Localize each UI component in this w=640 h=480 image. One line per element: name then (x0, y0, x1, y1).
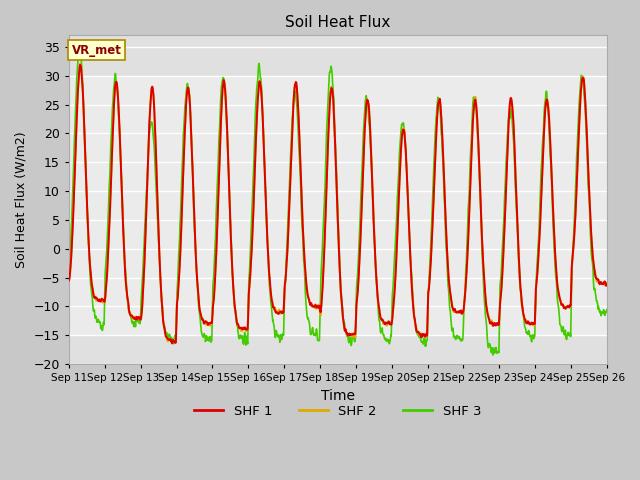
SHF 1 (168, 341, 176, 347)
SHF 2 (422, 333, 430, 338)
X-axis label: Time: Time (321, 389, 355, 403)
SHF 3 (492, 346, 500, 351)
Line: SHF 2: SHF 2 (69, 64, 607, 342)
SHF 1 (172, 327, 180, 333)
SHF 3 (172, 337, 180, 343)
SHF 1 (76, 62, 84, 68)
SHF 2 (167, 339, 175, 345)
SHF 1 (65, 277, 73, 283)
SHF 1 (540, 134, 548, 140)
SHF 3 (185, 87, 193, 93)
SHF 2 (65, 276, 73, 282)
SHF 2 (492, 322, 500, 327)
Line: SHF 3: SHF 3 (69, 44, 607, 355)
Title: Soil Heat Flux: Soil Heat Flux (285, 15, 390, 30)
SHF 2 (172, 325, 180, 331)
SHF 1 (186, 93, 193, 99)
SHF 2 (603, 280, 611, 286)
SHF 3 (245, 273, 253, 279)
SHF 1 (603, 282, 611, 288)
Bar (69, 76, 607, 335)
SHF 2 (76, 61, 84, 67)
SHF 3 (65, 269, 73, 275)
SHF 3 (76, 41, 83, 47)
SHF 3 (489, 352, 497, 358)
Line: SHF 1: SHF 1 (69, 65, 607, 344)
SHF 2 (246, 283, 253, 289)
Y-axis label: Soil Heat Flux (W/m2): Soil Heat Flux (W/m2) (15, 132, 28, 268)
Legend: SHF 1, SHF 2, SHF 3: SHF 1, SHF 2, SHF 3 (189, 400, 487, 423)
SHF 1 (492, 322, 500, 327)
SHF 3 (540, 119, 548, 125)
Text: VR_met: VR_met (72, 44, 122, 57)
SHF 1 (422, 332, 430, 338)
SHF 3 (422, 342, 429, 348)
SHF 3 (603, 307, 611, 312)
SHF 2 (186, 93, 193, 98)
SHF 1 (246, 282, 253, 288)
SHF 2 (540, 135, 548, 141)
